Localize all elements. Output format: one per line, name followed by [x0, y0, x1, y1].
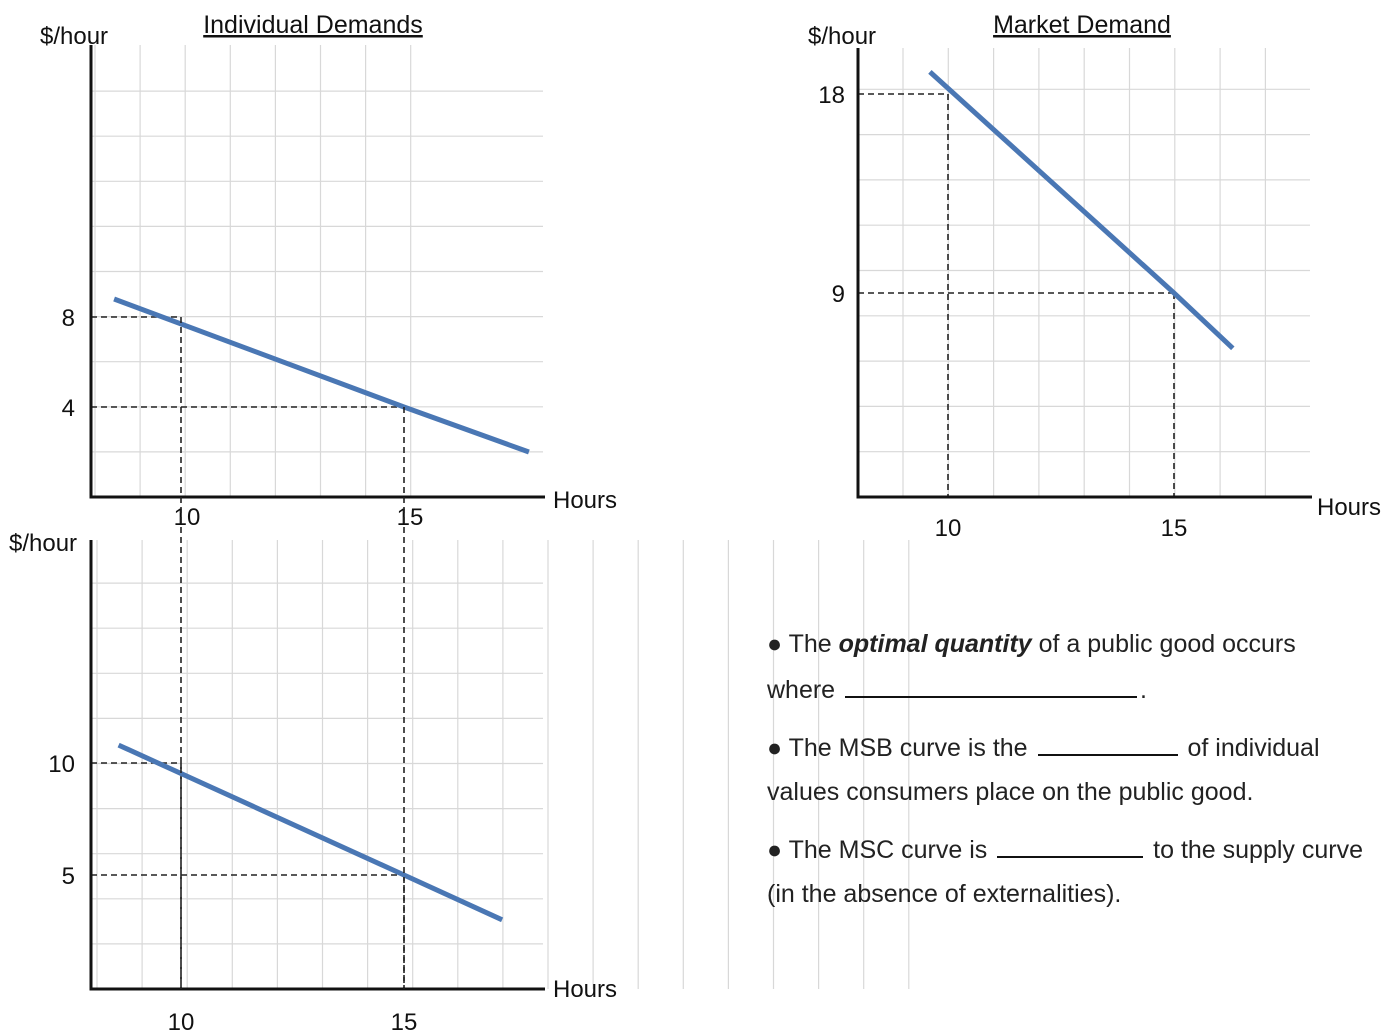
x-axis-label: Hours — [553, 487, 617, 514]
bullet-msb-curve: ● The MSB curve is the of individual val… — [767, 724, 1367, 814]
x-tick-label: 10 — [935, 515, 962, 542]
x-axis-label: Hours — [1317, 494, 1381, 521]
x-tick-label: 15 — [391, 1009, 418, 1031]
x-tick-label: 10 — [168, 1009, 195, 1031]
bullet-list: ● The optimal quantity of a public good … — [767, 622, 1367, 928]
y-axis-label: $/hour — [808, 23, 876, 50]
y-tick-label: 9 — [832, 281, 845, 308]
bullet-1-emphasis: optimal quantity — [838, 630, 1032, 658]
demand-curve — [117, 742, 504, 923]
y-tick-label: 18 — [818, 82, 845, 109]
y-tick-label: 5 — [62, 863, 75, 890]
y-tick-label: 8 — [62, 305, 75, 332]
demand-curve — [928, 70, 1235, 351]
demand-curve — [113, 296, 530, 455]
bullet-3-text-a: ● The MSC curve is — [767, 836, 995, 864]
blank-3[interactable] — [997, 826, 1144, 858]
x-axis-label: Hours — [553, 976, 617, 1003]
y-axis-label: $/hour — [9, 530, 77, 557]
x-tick-label: 15 — [1161, 515, 1188, 542]
chart-title: Individual Demands — [203, 11, 423, 39]
y-tick-label: 4 — [62, 395, 75, 422]
x-tick-label: 15 — [397, 504, 424, 531]
bullet-2-text-a: ● The MSB curve is the — [767, 734, 1035, 762]
bullet-optimal-quantity: ● The optimal quantity of a public good … — [767, 622, 1367, 712]
bullet-msc-curve: ● The MSC curve is to the supply curve (… — [767, 826, 1367, 916]
x-tick-label: 10 — [174, 504, 201, 531]
bullet-1-text-b: of a public good occurs where — [767, 630, 1296, 704]
y-tick-label: 10 — [48, 751, 75, 778]
blank-2[interactable] — [1037, 724, 1178, 756]
y-axis-label: $/hour — [40, 23, 108, 50]
bullet-1-text-c: . — [1140, 676, 1147, 704]
bullet-2-text-b: of individual values consumers place on … — [767, 734, 1320, 806]
blank-1[interactable] — [845, 666, 1138, 698]
bullet-3-text-b: to the supply curve (in the absence of e… — [767, 836, 1363, 908]
chart-title: Market Demand — [993, 11, 1171, 39]
bullet-1-text-a: ● The — [767, 630, 839, 658]
